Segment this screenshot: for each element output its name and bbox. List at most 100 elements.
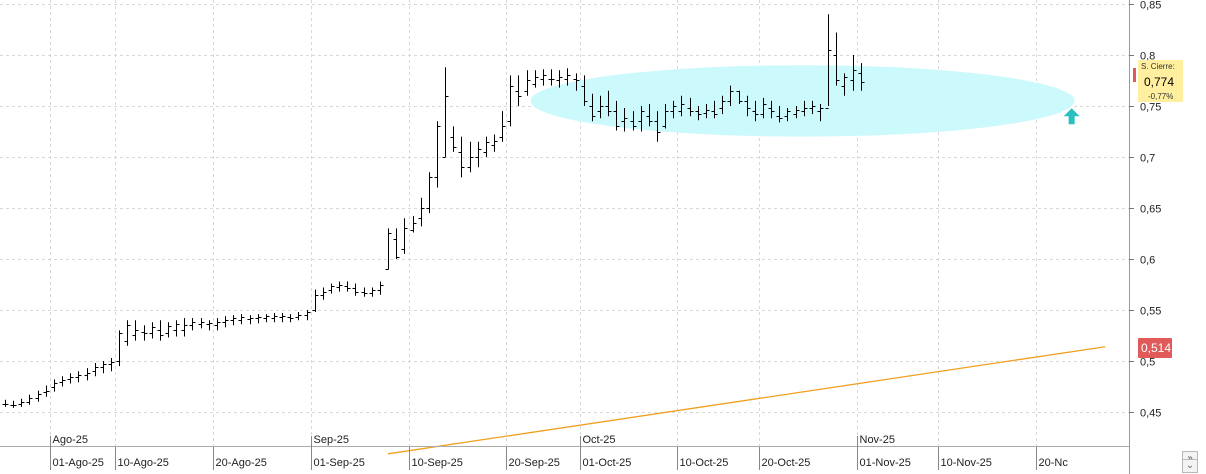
ohlc-bar	[589, 93, 596, 122]
ma-badge: 0,514	[1138, 338, 1172, 358]
ohlc-bar	[247, 315, 254, 325]
ohlc-bar	[198, 318, 205, 329]
x-day-label: 20-Nc	[1039, 457, 1069, 469]
ohlc-bar	[336, 281, 343, 292]
y-tick-label: 0,8	[1140, 51, 1155, 63]
ohlc-bar	[703, 103, 710, 119]
x-month-label: Ago-25	[53, 434, 88, 446]
ohlc-bar	[108, 357, 115, 372]
x-axis: 01-Ago-25 10-Ago-25 20-Ago-25 01-Sep-25 10-S…	[0, 434, 1129, 470]
ohlc-bar	[467, 141, 474, 173]
ohlc-bar	[613, 100, 620, 131]
ohlc-bar	[35, 390, 42, 402]
x-day-label: 20-Oct-25	[762, 457, 811, 469]
ohlc-bar	[206, 320, 213, 331]
ohlc-bar	[515, 75, 522, 106]
ohlc-bar	[581, 75, 588, 106]
ohlc-bar	[393, 228, 400, 259]
close-badge-title: S. Cierre:	[1141, 62, 1175, 71]
ohlc-bar	[850, 55, 857, 91]
ohlc-bar	[776, 106, 783, 123]
x-month-label: Nov-25	[860, 434, 895, 446]
x-day-label: 10-Oct-25	[680, 457, 729, 469]
highlight-ellipse	[530, 65, 1075, 137]
ohlc-bar	[255, 314, 262, 324]
ohlc-bar	[26, 394, 33, 405]
x-day-label: 10-Ago-25	[118, 457, 169, 469]
ohlc-bar	[84, 368, 91, 381]
ohlc-bar	[450, 126, 457, 152]
ohlc-bar	[540, 69, 547, 86]
x-day-label: 01-Nov-25	[860, 457, 911, 469]
ohlc-bar	[833, 32, 840, 86]
ohlc-bar	[352, 283, 359, 296]
ohlc-bar	[361, 287, 368, 297]
y-tick-label: 0,85	[1140, 0, 1161, 12]
ohlc-bar	[385, 228, 392, 270]
x-month-label: Oct-25	[583, 434, 616, 446]
ohlc-bar	[263, 314, 270, 323]
x-day-label: 10-Nov-25	[941, 457, 992, 469]
ohlc-bar	[760, 97, 767, 119]
y-tick-label: 0,7	[1140, 153, 1155, 165]
ohlc-bar	[230, 315, 237, 326]
ohlc-bar	[817, 103, 824, 122]
y-tick-label: 0,65	[1140, 204, 1161, 216]
ohlc-bar	[279, 313, 286, 323]
highlight-ellipse-layer	[530, 65, 1075, 137]
ohlc-bar	[157, 320, 164, 341]
x-day-label: 01-Oct-25	[583, 457, 632, 469]
moving-average-line	[387, 346, 1106, 455]
ohlc-bar	[621, 108, 628, 132]
price-badges: S. Cierre: 0,774 -0,77% 0,514	[1133, 60, 1183, 358]
ohlc-bar	[43, 385, 50, 397]
ohlc-bar	[132, 320, 139, 341]
ohlc-bar	[149, 322, 156, 339]
ohlc-bar	[222, 316, 229, 328]
y-tick-label: 0,55	[1140, 306, 1161, 318]
ohlc-bar	[670, 100, 677, 119]
ohlc-bar	[695, 106, 702, 121]
ohlc-bar	[678, 95, 685, 117]
grid-lines	[0, 0, 1129, 446]
ohlc-bar	[597, 95, 604, 119]
ohlc-bar	[573, 73, 580, 91]
close-badge-change: -0,77%	[1148, 92, 1173, 101]
ohlc-bar	[442, 67, 449, 158]
y-axis: 0,85 0,8 0,75 0,7 0,65 0,6 0,55 0,5 0,45	[1129, 0, 1161, 474]
ohlc-bar	[287, 314, 294, 323]
ma-badge-value: 0,514	[1141, 341, 1171, 355]
ohlc-bar	[434, 121, 441, 188]
ohlc-bar	[556, 70, 563, 88]
annotations-layer	[1063, 108, 1080, 125]
ohlc-bar	[18, 398, 25, 407]
scroll-end-button[interactable]: ⌄	[1182, 459, 1198, 473]
ohlc-bar	[401, 218, 408, 254]
ohlc-bar	[638, 106, 645, 132]
x-day-label: 01-Ago-25	[53, 457, 104, 469]
x-day-label: 01-Sep-25	[314, 457, 365, 469]
ohlc-bar	[124, 320, 131, 346]
ohlc-bar	[116, 330, 123, 367]
ohlc-bar	[499, 111, 506, 142]
ohlc-bar	[809, 100, 816, 115]
ohlc-bar	[214, 318, 221, 331]
ohlc-bar	[271, 313, 278, 323]
ohlc-bar	[841, 73, 848, 96]
ohlc-bar	[165, 322, 172, 338]
ohlc-bar	[141, 325, 148, 341]
ohlc-bar	[564, 68, 571, 86]
ohlc-bar	[10, 400, 17, 408]
ohlc-bar	[532, 70, 539, 88]
ohlc-bar	[238, 314, 245, 325]
ohlc-bar	[548, 69, 555, 86]
close-badge: S. Cierre: 0,774 -0,77%	[1133, 60, 1183, 102]
ohlc-bar	[67, 373, 74, 384]
ohlc-bar	[524, 70, 531, 96]
ohlc-bar	[344, 281, 351, 292]
ohlc-bar	[426, 172, 433, 214]
ohlc-bar	[189, 318, 196, 331]
ohlc-bar	[410, 216, 417, 233]
ohlc-bar	[320, 287, 327, 300]
